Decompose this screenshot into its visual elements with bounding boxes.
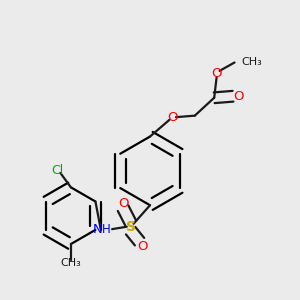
Text: N: N	[93, 223, 103, 236]
Text: O: O	[233, 90, 243, 103]
Text: Cl: Cl	[51, 164, 64, 176]
Text: O: O	[137, 240, 148, 253]
Text: O: O	[118, 197, 128, 210]
Text: H: H	[102, 223, 110, 236]
Text: O: O	[167, 111, 178, 124]
Text: CH₃: CH₃	[61, 258, 81, 268]
Text: O: O	[211, 68, 222, 80]
Text: CH₃: CH₃	[241, 57, 262, 67]
Text: S: S	[126, 220, 136, 234]
